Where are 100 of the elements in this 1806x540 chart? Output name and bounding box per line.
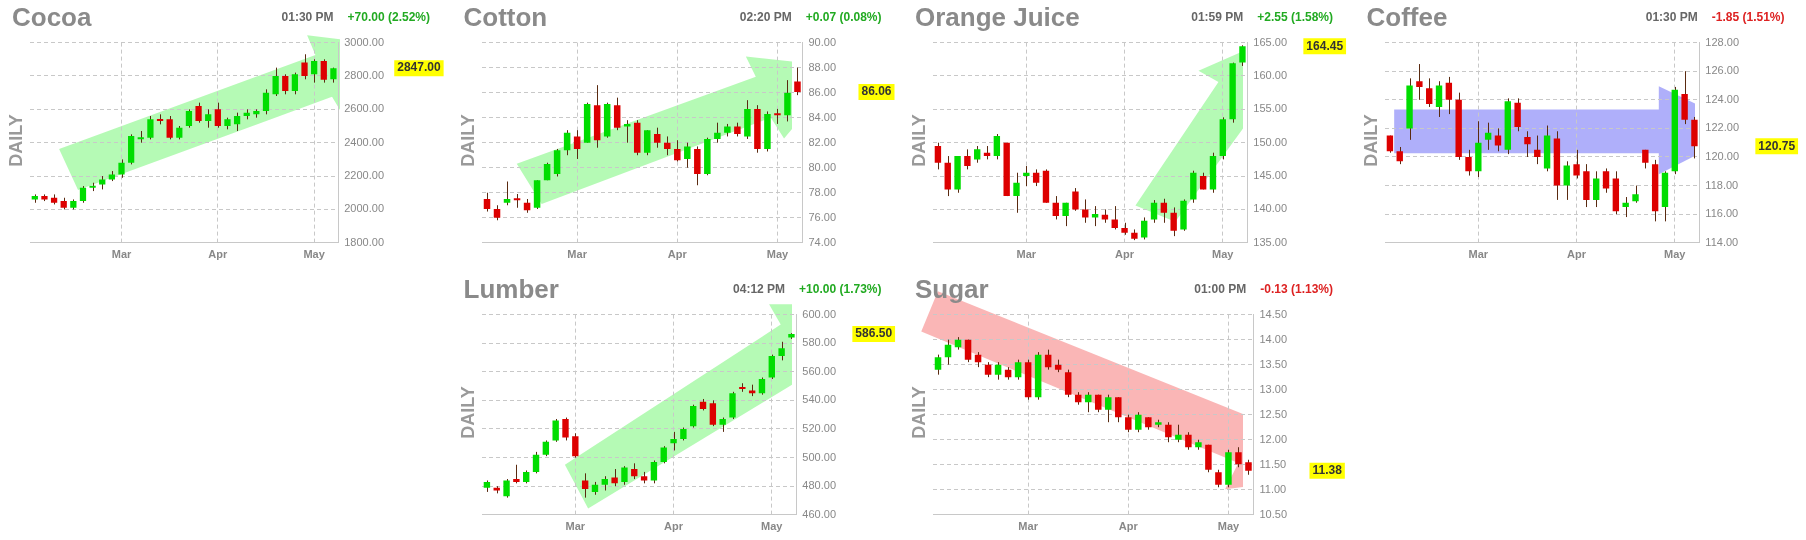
candlestick [1150, 199, 1158, 224]
y-tick-label: 88.00 [807, 60, 836, 73]
y-tick-label: 13.50 [1259, 357, 1287, 370]
x-tick-label: May [303, 248, 326, 261]
x-tick-label: May [1212, 248, 1235, 261]
candlestick [793, 67, 801, 96]
y-tick-label: 165.00 [1253, 35, 1288, 48]
x-tick-label: May [1217, 520, 1241, 533]
y-tick-label: 78.00 [807, 185, 836, 198]
y-tick-label: 500.00 [801, 450, 836, 463]
text: 01:30 PM [281, 10, 334, 24]
candlestick [1082, 198, 1089, 224]
candlestick [964, 148, 971, 170]
y-tick-label: 600.00 [801, 307, 836, 320]
y-tick-label: 82.00 [807, 135, 836, 148]
y-tick-label: 1800.00 [344, 235, 384, 248]
candlestick [291, 72, 299, 95]
candlestick [512, 464, 520, 484]
y-tick-label: 74.00 [807, 235, 836, 248]
text: 86.06 [860, 84, 892, 99]
text: 11.38 [1312, 463, 1343, 478]
candlestick [1023, 165, 1030, 187]
candlestick [653, 127, 661, 149]
y-tick-label: 2200.00 [344, 169, 384, 182]
candlestick [118, 158, 125, 179]
candlestick [613, 97, 620, 131]
y-tick-label: 128.00 [1704, 35, 1739, 48]
text: +10.00 (1.73%) [799, 282, 882, 296]
candlestick [1170, 206, 1177, 237]
y-tick-label: 116.00 [1704, 207, 1738, 220]
candlestick [581, 472, 588, 499]
y-tick-label: 14.50 [1259, 307, 1287, 320]
candlestick [1014, 359, 1022, 381]
candlestick [1111, 205, 1118, 230]
candlestick [768, 354, 775, 380]
x-tick-label: Mar [566, 248, 588, 261]
y-axis-title: DAILY [5, 113, 27, 169]
candlestick [502, 478, 510, 499]
candlestick [282, 73, 289, 95]
y-tick-label: 11.00 [1259, 482, 1287, 495]
candlestick [147, 115, 154, 140]
x-tick-label: Mar [1018, 520, 1039, 533]
chart-title: Cocoa [12, 2, 92, 33]
y-axis-title: DAILY [457, 113, 478, 169]
candlestick [1165, 421, 1172, 443]
candlestick [1052, 195, 1059, 220]
x-tick-label: May [1663, 248, 1686, 261]
text: 120.75 [1757, 138, 1795, 153]
candlestick [262, 88, 270, 115]
x-tick-label: Apr [667, 248, 687, 261]
x-tick-label: Mar [1016, 248, 1037, 261]
candlestick [1141, 216, 1148, 240]
chart-title: Cotton [463, 2, 548, 33]
x-tick-label: May [760, 520, 783, 533]
candlestick [195, 102, 202, 124]
candlestick [1239, 44, 1246, 67]
y-tick-label: 12.00 [1259, 432, 1287, 445]
candlestick [1563, 160, 1570, 201]
candlestick [934, 354, 942, 376]
candlestick [1105, 394, 1112, 423]
y-tick-label: 520.00 [801, 422, 836, 435]
y-tick-label: 11.50 [1259, 457, 1287, 470]
y-tick-label: 580.00 [801, 336, 836, 349]
candlestick [993, 133, 1001, 160]
candlestick [214, 102, 221, 129]
candlestick [1445, 76, 1452, 115]
y-tick-label: 12.50 [1259, 407, 1287, 420]
text: -1.85 (1.51%) [1711, 10, 1785, 24]
candlestick [689, 404, 696, 429]
x-tick-label: Apr [1566, 248, 1587, 261]
text: 04:12 PM [733, 282, 786, 296]
candlestick [643, 129, 650, 156]
y-axis-title: DAILY [908, 113, 930, 169]
y-tick-label: 118.00 [1704, 178, 1738, 191]
candlestick [573, 129, 580, 160]
y-tick-label: 84.00 [807, 110, 836, 123]
candlestick [483, 192, 490, 213]
candlestick [301, 53, 308, 80]
y-tick-label: 140.00 [1253, 202, 1288, 215]
candlestick [311, 58, 318, 84]
chart-title: Sugar [915, 274, 989, 305]
candlestick [1425, 77, 1432, 108]
y-axis-title: DAILY [1360, 113, 1381, 169]
candlestick [669, 431, 677, 451]
x-tick-label: Mar [565, 520, 586, 533]
y-tick-label: 13.00 [1259, 382, 1287, 395]
candlestick [1484, 122, 1491, 151]
chart-title: Coffee [1366, 2, 1448, 33]
candlestick [185, 108, 193, 129]
y-tick-label: 90.00 [807, 35, 836, 48]
candlestick [532, 451, 539, 474]
candlestick [1464, 149, 1472, 177]
y-tick-label: 2400.00 [344, 135, 384, 148]
candlestick [673, 139, 681, 162]
y-tick-label: 76.00 [807, 210, 836, 223]
y-tick-label: 2600.00 [344, 102, 384, 115]
text: 01:30 PM [1645, 10, 1698, 24]
candlestick [553, 148, 560, 177]
candlestick [777, 341, 785, 361]
y-tick-label: 160.00 [1253, 69, 1288, 81]
